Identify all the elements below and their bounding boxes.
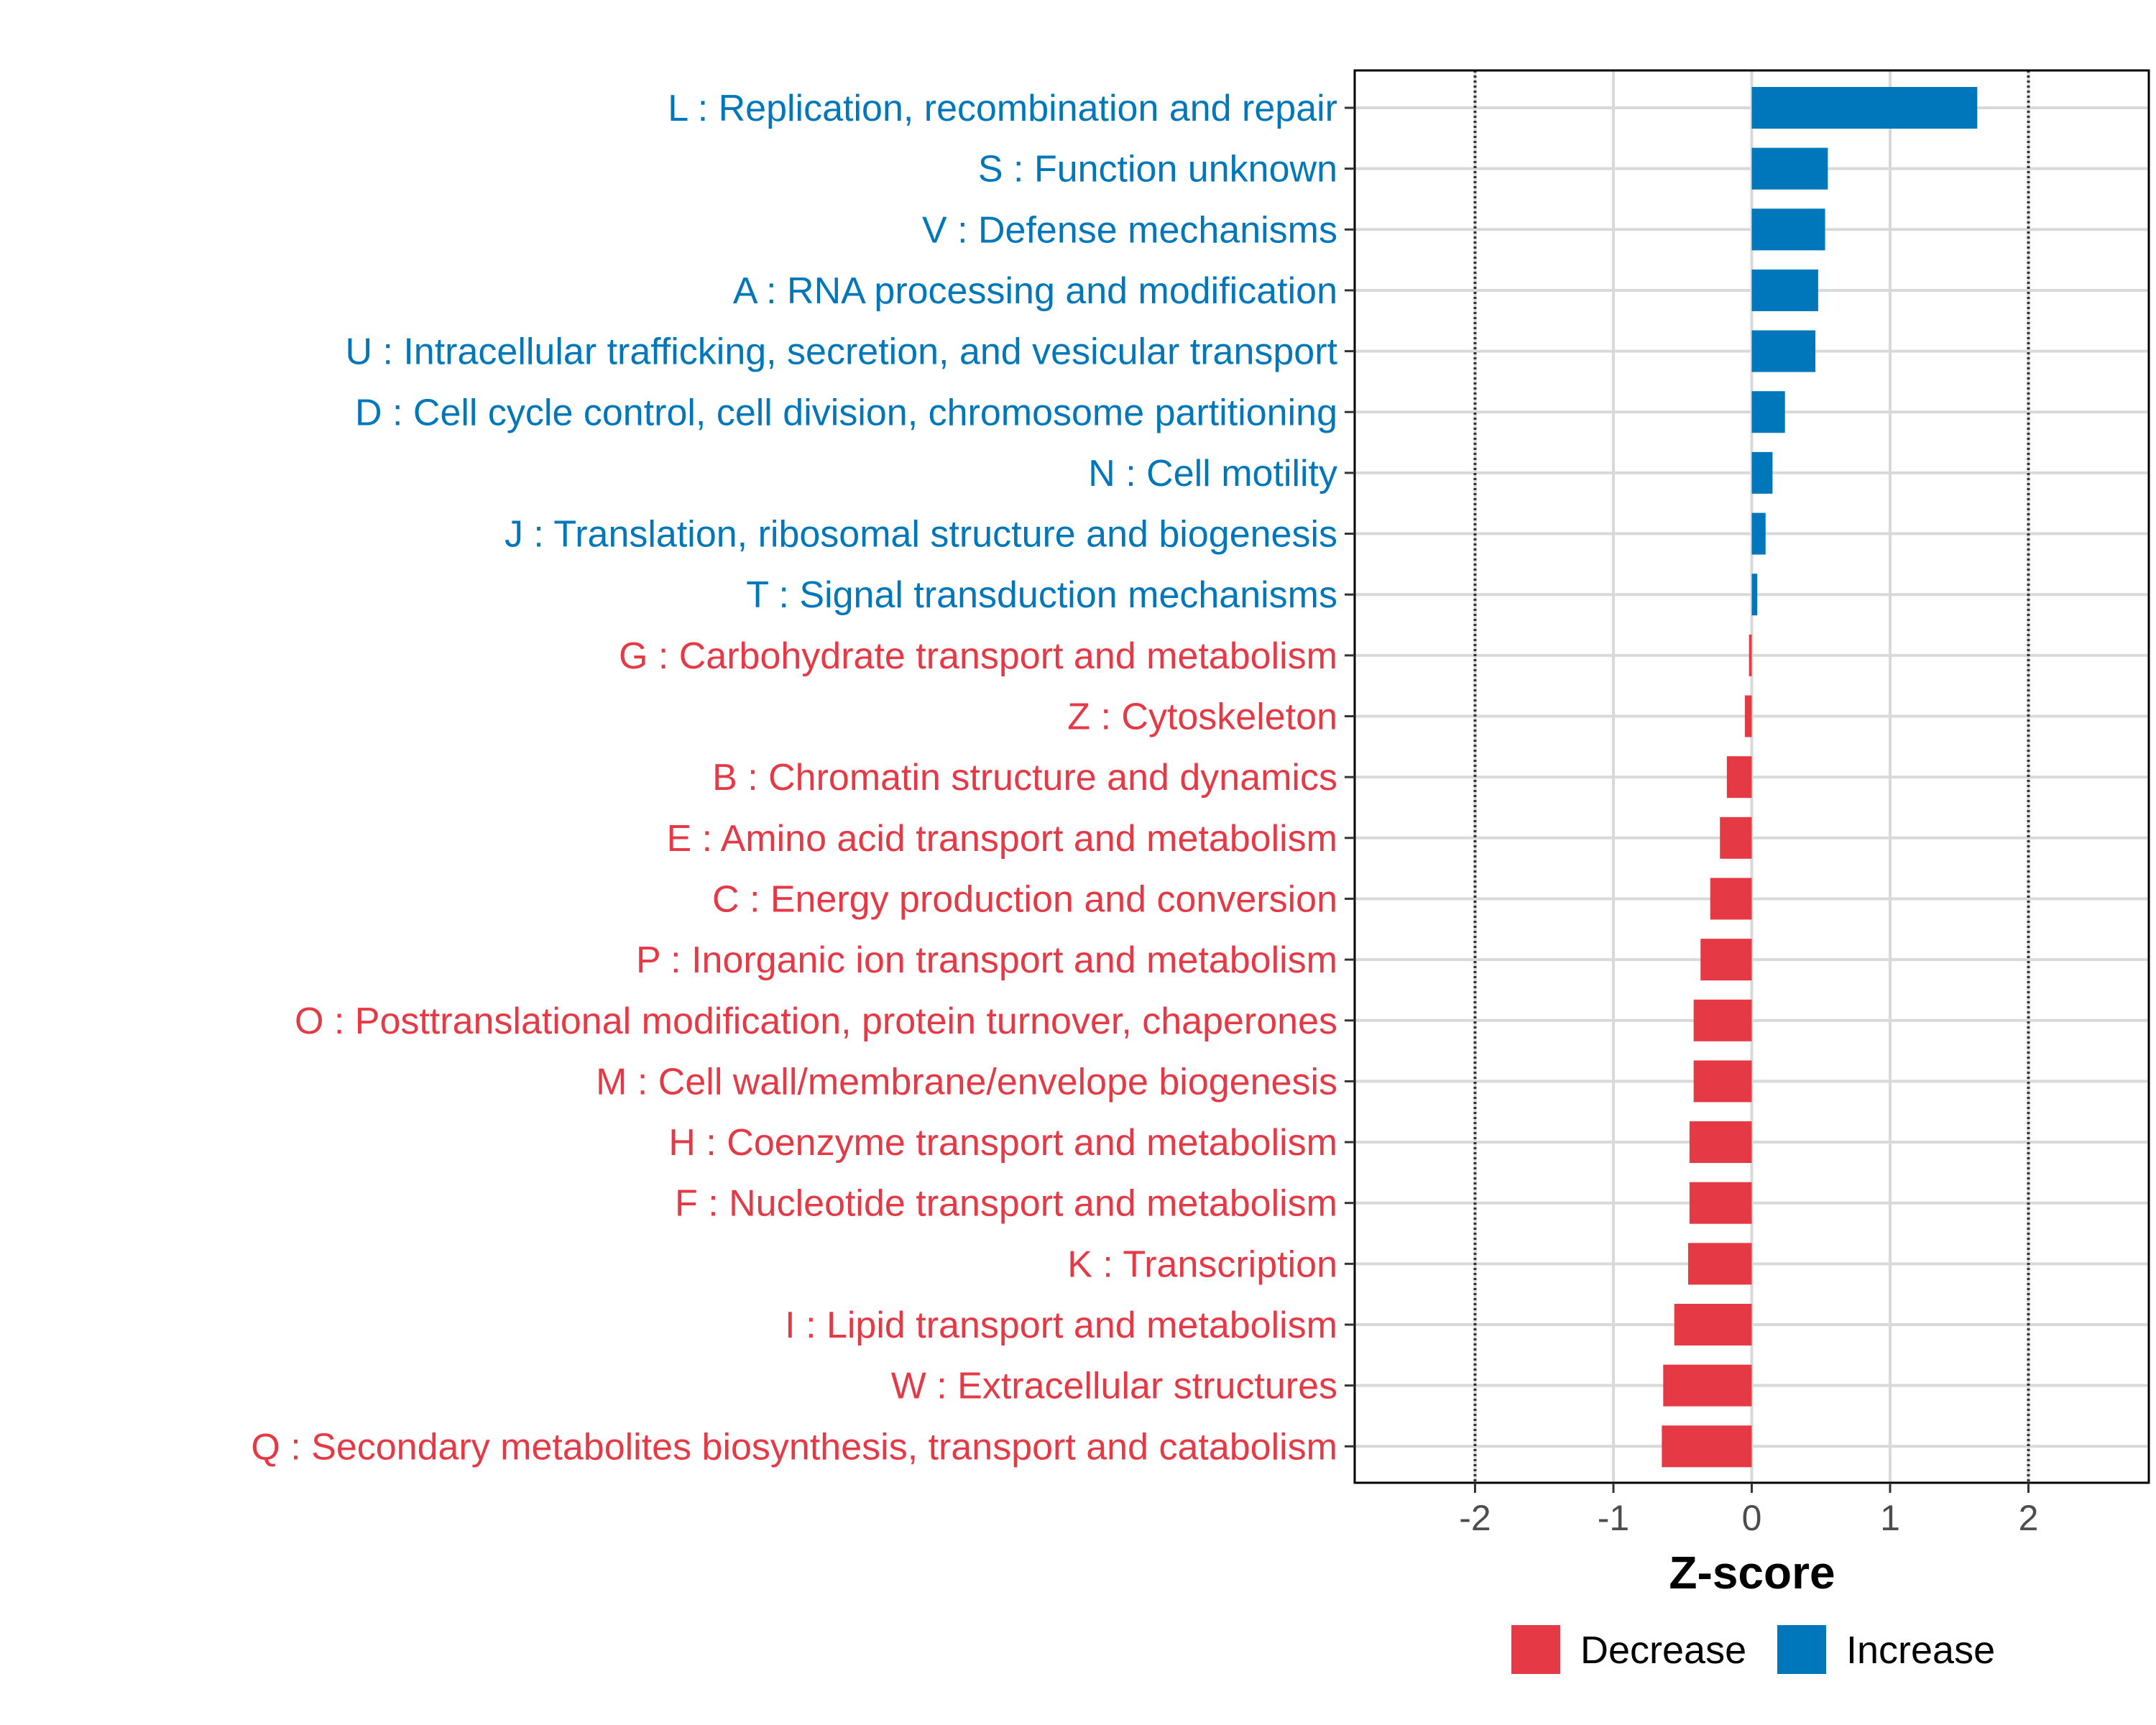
bar-18 (1689, 1182, 1752, 1224)
category-label-17: H : Coenzyme transport and metabolism (668, 1122, 1337, 1164)
bar-19 (1687, 1243, 1752, 1285)
bar-22 (1662, 1425, 1752, 1468)
x-tick-label-0: -2 (1459, 1498, 1491, 1538)
category-label-15: O : Posttranslational modification, prot… (295, 1000, 1337, 1042)
bar-21 (1663, 1364, 1752, 1407)
bar-5 (1751, 391, 1785, 433)
bar-2 (1751, 208, 1825, 251)
bar-9 (1749, 634, 1752, 676)
x-tick-label-3: 1 (1880, 1498, 1900, 1538)
bar-16 (1693, 1060, 1752, 1103)
x-tick-label-2: 0 (1742, 1498, 1762, 1538)
category-label-0: L : Replication, recombination and repai… (668, 88, 1337, 129)
category-label-8: T : Signal transduction mechanisms (746, 574, 1337, 616)
category-label-5: D : Cell cycle control, cell division, c… (355, 392, 1337, 433)
category-label-21: W : Extracellular structures (891, 1366, 1337, 1407)
bar-12 (1720, 816, 1752, 859)
legend: Decrease Increase (1511, 1625, 1995, 1674)
category-label-19: K : Transcription (1067, 1243, 1337, 1285)
legend-label-decrease: Decrease (1580, 1629, 1746, 1672)
bar-0 (1751, 87, 1978, 129)
bar-17 (1689, 1121, 1752, 1164)
bar-7 (1751, 512, 1766, 555)
category-label-13: C : Energy production and conversion (712, 878, 1337, 920)
bar-20 (1674, 1304, 1752, 1346)
bar-8 (1751, 574, 1758, 616)
bar-13 (1710, 878, 1752, 920)
category-label-12: E : Amino acid transport and metabolism (666, 818, 1337, 860)
category-label-16: M : Cell wall/membrane/envelope biogenes… (596, 1061, 1337, 1103)
legend-key-decrease (1511, 1625, 1560, 1674)
bars-layer (1662, 87, 1978, 1468)
category-label-4: U : Intracellular trafficking, secretion… (345, 331, 1337, 373)
category-label-14: P : Inorganic ion transport and metaboli… (636, 939, 1337, 981)
legend-key-increase (1777, 1625, 1826, 1674)
x-axis-title: Z-score (1669, 1547, 1835, 1598)
y-axis: L : Replication, recombination and repai… (251, 88, 1355, 1468)
category-label-7: J : Translation, ribosomal structure and… (505, 514, 1337, 556)
category-label-2: V : Defense mechanisms (922, 209, 1337, 251)
category-label-11: B : Chromatin structure and dynamics (712, 757, 1337, 799)
bar-4 (1751, 330, 1816, 372)
bar-3 (1751, 269, 1818, 311)
x-axis: -2 -1 0 1 2 (1459, 1483, 2038, 1538)
bar-11 (1726, 756, 1752, 799)
x-tick-label-4: 2 (2019, 1498, 2039, 1538)
category-label-6: N : Cell motility (1088, 453, 1337, 494)
category-label-22: Q : Secondary metabolites biosynthesis, … (251, 1426, 1337, 1468)
x-tick-label-1: -1 (1598, 1498, 1629, 1538)
category-label-10: Z : Cytoskeleton (1067, 696, 1337, 738)
bar-6 (1751, 451, 1773, 494)
category-label-18: F : Nucleotide transport and metabolism (675, 1183, 1337, 1225)
bar-14 (1700, 939, 1752, 981)
bar-1 (1751, 147, 1828, 190)
bar-10 (1744, 695, 1752, 737)
category-label-1: S : Function unknown (978, 149, 1337, 190)
legend-label-increase: Increase (1846, 1629, 1995, 1672)
category-label-20: I : Lipid transport and metabolism (785, 1305, 1337, 1346)
bar-15 (1693, 999, 1752, 1041)
category-label-9: G : Carbohydrate transport and metabolis… (619, 635, 1337, 677)
category-label-3: A : RNA processing and modification (733, 270, 1337, 312)
